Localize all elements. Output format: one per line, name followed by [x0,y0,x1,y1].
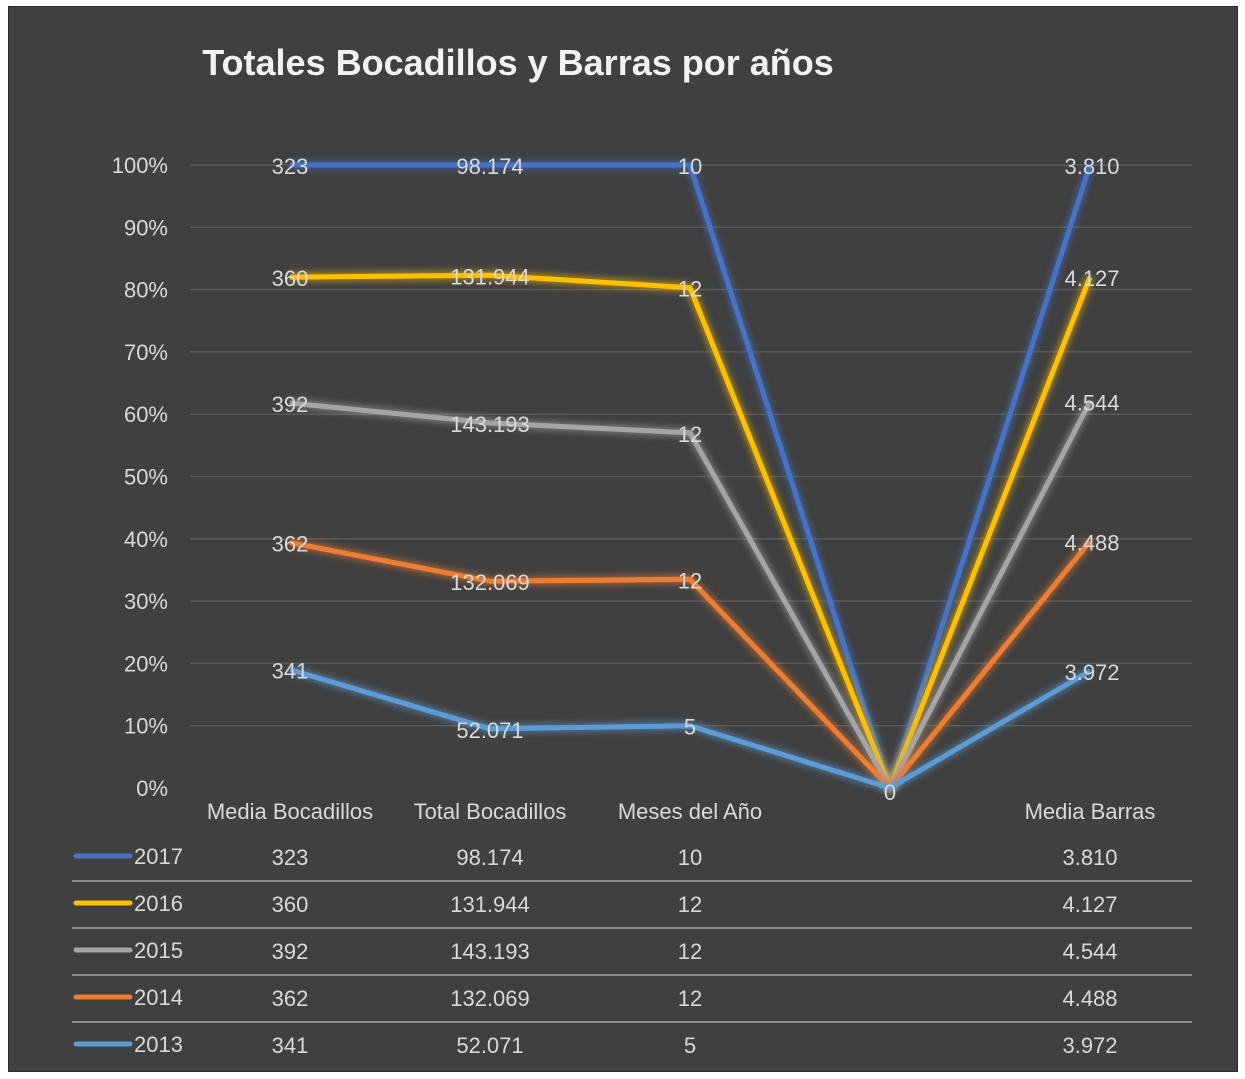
table-cell: 341 [272,1033,309,1058]
data-label: 131.944 [450,264,530,289]
data-label: 12 [678,422,702,447]
table-cell: 323 [272,845,309,870]
table-cell: 12 [678,892,702,917]
table-cell: 4.544 [1062,939,1117,964]
legend-label: 2016 [134,891,183,916]
legend-label: 2014 [134,985,183,1010]
data-label: 4.127 [1064,266,1119,291]
legend-label: 2015 [134,938,183,963]
y-tick-label: 80% [124,278,168,303]
table-cell: 52.071 [456,1033,523,1058]
table-cell: 132.069 [450,986,530,1011]
table-cell: 3.972 [1062,1033,1117,1058]
y-tick-label: 30% [124,589,168,614]
data-label: 4.488 [1064,530,1119,555]
legend-label: 2013 [134,1032,183,1057]
table-cell: 360 [272,892,309,917]
data-label: 98.174 [456,154,523,179]
table-cell: 3.810 [1062,845,1117,870]
x-category-label: Media Bocadillos [207,799,373,824]
y-tick-label: 100% [112,153,168,178]
y-tick-label: 70% [124,340,168,365]
data-label: 10 [678,154,702,179]
table-cell: 4.127 [1062,892,1117,917]
data-label: 392 [272,392,309,417]
data-label: 5 [684,715,696,740]
table-cell: 143.193 [450,939,530,964]
table-cell: 392 [272,939,309,964]
data-label: 12 [678,277,702,302]
y-tick-label: 60% [124,402,168,427]
data-label: 12 [678,568,702,593]
data-label: 341 [272,659,309,684]
data-label: 52.071 [456,718,523,743]
table-cell: 12 [678,939,702,964]
y-tick-label: 50% [124,465,168,490]
series-line-2015 [289,400,1093,791]
series-line-2017 [290,162,1093,791]
data-label: 143.193 [450,412,530,437]
data-label: 3.972 [1064,660,1119,685]
table-cell: 362 [272,986,309,1011]
table-cell: 131.944 [450,892,530,917]
data-label-zero: 0 [884,780,896,805]
y-tick-label: 10% [124,714,168,739]
y-tick-label: 40% [124,527,168,552]
series-line-2013 [289,667,1092,791]
table-cell: 10 [678,845,702,870]
data-label: 362 [272,532,309,557]
table-cell: 12 [678,986,702,1011]
data-label: 360 [272,266,309,291]
table-cell: 5 [684,1033,696,1058]
table-cell: 98.174 [456,845,523,870]
x-category-label: Media Barras [1025,799,1156,824]
chart-title: Totales Bocadillos y Barras por años [202,42,834,83]
legend-label: 2017 [134,844,183,869]
x-category-label: Total Bocadillos [414,799,567,824]
y-tick-label: 20% [124,651,168,676]
table-cell: 4.488 [1062,986,1117,1011]
y-tick-label: 90% [124,215,168,240]
data-label: 323 [272,154,309,179]
x-category-label: Meses del Año [618,799,762,824]
data-label: 132.069 [450,570,530,595]
data-label: 4.544 [1064,391,1119,416]
series-line-2016 [289,272,1093,791]
series-line-2014 [289,539,1092,791]
y-tick-label: 0% [136,776,168,801]
data-label: 3.810 [1064,154,1119,179]
